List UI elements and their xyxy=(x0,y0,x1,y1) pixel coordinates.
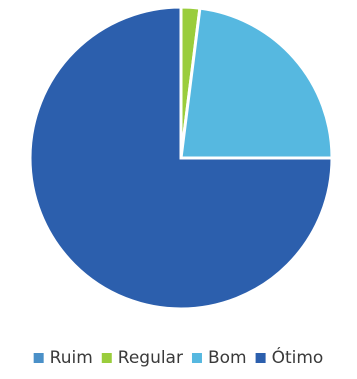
legend-label-bom: Bom xyxy=(208,348,247,368)
legend-swatch-ruim xyxy=(33,353,44,363)
legend-swatch-bom xyxy=(191,353,202,363)
legend-label-regular: Regular xyxy=(118,348,183,368)
legend-item-ruim: Ruim xyxy=(33,348,93,368)
legend-item-bom: Bom xyxy=(191,348,247,368)
legend-swatch-regular xyxy=(101,353,112,363)
chart-legend: Ruim Regular Bom Ótimo xyxy=(33,346,324,368)
legend-item-otimo: Ótimo xyxy=(255,346,324,368)
legend-item-regular: Regular xyxy=(101,348,183,368)
pie-slice-otimo xyxy=(28,5,334,311)
legend-label-ruim: Ruim xyxy=(50,348,93,368)
pie-slices xyxy=(28,5,334,311)
legend-swatch-otimo xyxy=(255,353,266,363)
legend-label-otimo: Ótimo xyxy=(272,346,324,368)
pie-slice-bom xyxy=(179,6,334,160)
